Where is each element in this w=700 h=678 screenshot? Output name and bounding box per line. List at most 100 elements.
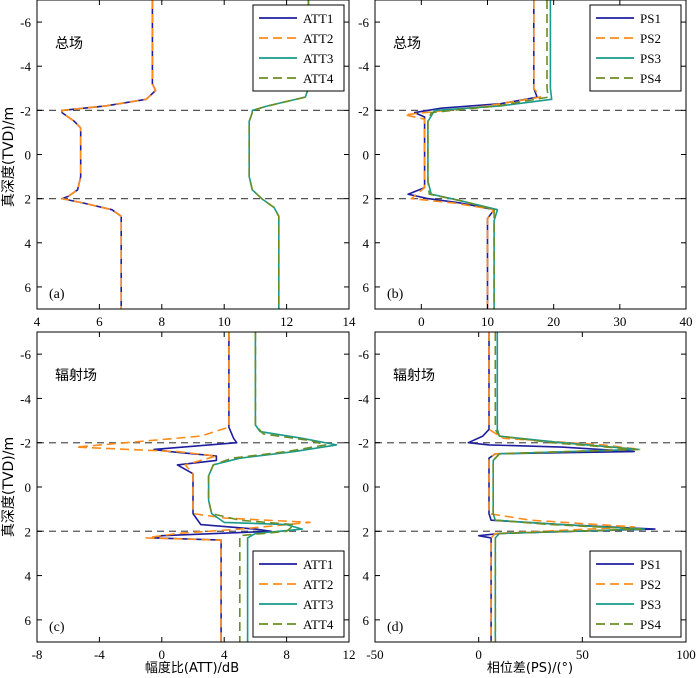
panel-d-series-ps2 <box>488 332 642 642</box>
panel-b-y-tick-label: 2 <box>363 192 370 207</box>
panel-b-legend-label-ps2: PS2 <box>640 31 661 46</box>
x-axis-title-right: 相位差(PS)/(°) <box>487 661 573 676</box>
panel-a-y-tick-label: 6 <box>25 280 32 295</box>
panel-a-legend: ATT1 ATT2 ATT3 ATT4 <box>252 4 345 92</box>
panel-c-x-tick-label: -4 <box>94 647 105 662</box>
panel-c-y-tick-label: 6 <box>25 613 32 628</box>
x-axis-title-left: 幅度比(ATT)/dB <box>145 660 239 676</box>
panel-a-y-tick-label: -4 <box>20 59 31 74</box>
panel-d-annotation: 辐射场 <box>393 368 435 384</box>
panel-b-y-tick-label: 4 <box>363 236 370 251</box>
panel-d-legend: PS1 PS2 PS3 PS4 <box>589 550 682 638</box>
panel-c-y-tick-label: -4 <box>20 391 31 406</box>
y-axis-title-bottom: 真深度(TVD)/m <box>1 437 17 537</box>
panel-a-plot-area <box>61 0 310 309</box>
panel-b-y-tick-label: -6 <box>358 15 369 30</box>
panel-c-legend: ATT1 ATT2 ATT3 ATT4 <box>252 550 345 638</box>
panel-b-x-tick-label: 40 <box>680 314 693 329</box>
panel-c-y-tick-label: 4 <box>25 569 32 584</box>
panel-c-legend-label-att4: ATT4 <box>303 617 334 632</box>
panel-c-x-tick-label: 12 <box>343 647 356 662</box>
panel-b-series-ps2 <box>403 0 542 309</box>
panel-d-x-tick-label: 0 <box>475 647 482 662</box>
panel-c-series-att4 <box>207 332 327 642</box>
panel-c-x-tick-label: -8 <box>32 647 43 662</box>
panel-d-y-tick-label: -4 <box>358 391 369 406</box>
panel-b-legend-label-ps1: PS1 <box>640 11 661 26</box>
panel-c-legend-label-att2: ATT2 <box>303 577 333 592</box>
panel-d-y-tick-label: 4 <box>363 569 370 584</box>
panel-a-annotation: 总场 <box>55 36 83 52</box>
panel-a-x-tick-label: 10 <box>218 314 231 329</box>
panel-c-y-tick-label: 0 <box>25 480 32 495</box>
panel-b-plot-area <box>403 0 553 309</box>
panel-b-y-tick-label: 0 <box>363 148 370 163</box>
panel-b-x-tick-label: 10 <box>481 314 494 329</box>
panel-a-series-att4 <box>248 0 310 309</box>
panel-a-y-tick-label: -2 <box>20 103 31 118</box>
panel-d-y-tick-label: 0 <box>363 480 370 495</box>
panel-d-y-tick-label: 6 <box>363 613 370 628</box>
panel-d-x-tick-label: -50 <box>366 647 383 662</box>
panel-b-legend: PS1 PS2 PS3 PS4 <box>589 4 682 92</box>
panel-d-series-ps1 <box>467 332 656 642</box>
panel-c-y-tick-label: -2 <box>20 436 31 451</box>
panel-a-legend-label-att3: ATT3 <box>303 51 333 66</box>
panel-c-x-tick-label: 0 <box>159 647 166 662</box>
panel-a-x-tick-label: 6 <box>96 314 103 329</box>
panel-b-y-tick-label: 6 <box>363 280 370 295</box>
panel-d-legend-box <box>589 550 682 638</box>
panel-d-y-tick-label: -6 <box>358 347 369 362</box>
panel-d-legend-label-ps1: PS1 <box>640 557 661 572</box>
panel-b-series-ps4 <box>427 0 550 309</box>
panel-a-x-tick-label: 8 <box>159 314 166 329</box>
panel-b-y-tick-label: -2 <box>358 103 369 118</box>
panel-a-legend-box <box>252 4 345 92</box>
panel-d-legend-label-ps2: PS2 <box>640 577 661 592</box>
panel-b-annotation: 总场 <box>393 36 421 52</box>
panel-a-label: (a) <box>49 287 65 302</box>
panel-a-y-tick-label: 0 <box>25 148 32 163</box>
panel-a-y-tick-label: 4 <box>25 236 32 251</box>
panel-b-x-tick-label: 0 <box>418 314 425 329</box>
panel-a-legend-label-att2: ATT2 <box>303 31 333 46</box>
panel-b-y-tick-label: -4 <box>358 59 369 74</box>
panel-c-legend-box <box>252 550 345 638</box>
panel-c-x-tick-label: 8 <box>283 647 290 662</box>
panel-c-x-tick-label: 4 <box>221 647 228 662</box>
panel-a: -6 -4 -2 0 2 4 6 4 6 8 10 12 14 (a) 总场 ATT1 ATT2 ATT3 ATT4 <box>20 0 356 329</box>
panel-d-x-tick-label: 100 <box>676 647 696 662</box>
panel-d-series-ps4 <box>492 332 642 642</box>
panel-c-legend-label-att1: ATT1 <box>303 557 333 572</box>
panel-a-legend-label-att1: ATT1 <box>303 11 333 26</box>
panel-d: -6 -4 -2 0 2 4 6 -50 0 50 100 (d) 辐射场 PS1 PS2 PS3 PS4 <box>358 331 696 662</box>
panel-c-series-att2 <box>75 332 311 642</box>
panel-d-label: (d) <box>387 620 404 635</box>
panel-d-legend-label-ps3: PS3 <box>640 597 661 612</box>
panel-d-y-tick-label: 2 <box>363 524 370 539</box>
panel-c-annotation: 辐射场 <box>55 368 97 384</box>
panel-b-legend-label-ps3: PS3 <box>640 51 661 66</box>
panel-c-label: (c) <box>49 620 65 635</box>
panel-a-series-att2 <box>61 0 157 309</box>
panel-a-x-tick-label: 14 <box>343 314 357 329</box>
panel-c-legend-label-att3: ATT3 <box>303 597 333 612</box>
panel-d-x-tick-label: 50 <box>576 647 589 662</box>
panel-c-plot-area <box>75 332 338 642</box>
y-axis-title-top: 真深度(TVD)/m <box>1 107 17 207</box>
panel-a-x-tick-label: 4 <box>34 314 41 329</box>
panel-a-legend-label-att4: ATT4 <box>303 71 334 86</box>
panel-a-x-tick-label: 12 <box>280 314 293 329</box>
panel-b-x-tick-label: 20 <box>547 314 560 329</box>
panel-a-y-tick-label: 2 <box>25 192 32 207</box>
panel-c-y-tick-label: 2 <box>25 524 32 539</box>
panel-b-x-tick-label: 30 <box>613 314 626 329</box>
panel-c-series-att1 <box>153 332 272 642</box>
panel-d-y-tick-label: -2 <box>358 436 369 451</box>
panel-c-y-tick-label: -6 <box>20 347 31 362</box>
panel-a-y-tick-label: -6 <box>20 15 31 30</box>
panel-d-plot-area <box>467 332 656 642</box>
panel-b: -6 -4 -2 0 2 4 6 0 10 20 30 40 (b) 总场 PS1 PS2 PS3 PS4 <box>358 0 693 329</box>
